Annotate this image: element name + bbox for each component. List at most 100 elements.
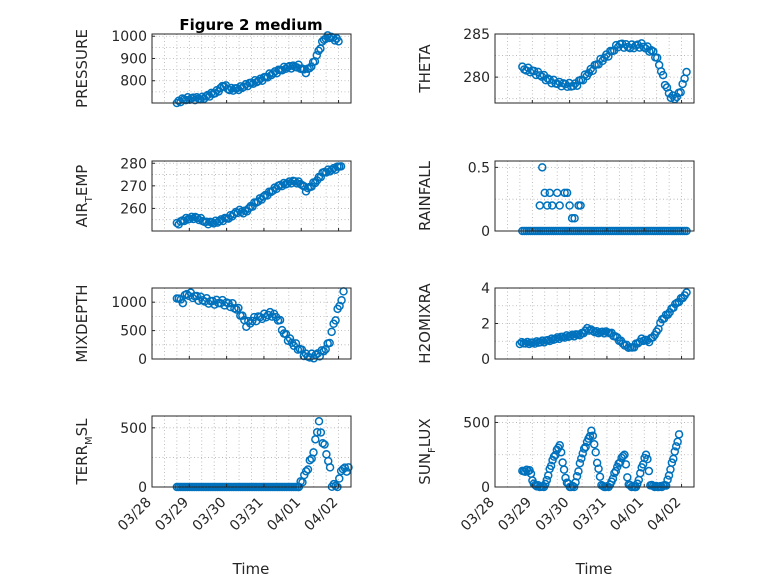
theta-point <box>611 40 621 50</box>
sun-flux-point <box>611 466 621 476</box>
terr-msl-xtick-label: 04/01 <box>264 495 304 535</box>
mixdepth-point <box>331 316 340 325</box>
h2omixra-point <box>515 339 525 349</box>
sun-flux-point <box>546 461 556 471</box>
sun-flux-point <box>643 454 652 464</box>
h2omixra-point <box>637 334 646 343</box>
h2omixra-point <box>523 337 532 347</box>
sun-flux-point <box>558 458 567 467</box>
terr-msl-point <box>303 465 313 474</box>
sun-flux-xtick-label: 04/01 <box>607 495 647 535</box>
theta-point <box>588 66 597 76</box>
sun-flux-point <box>618 451 628 461</box>
rainfall-point <box>560 188 569 198</box>
sun-flux-xtick-label: 04/02 <box>645 495 685 535</box>
rainfall-point <box>562 188 572 198</box>
h2omixra-ylabel: H2OMIXRA <box>416 283 434 364</box>
sun-flux-point <box>581 442 590 452</box>
rainfall-point <box>576 201 585 210</box>
h2omixra-point <box>536 337 545 347</box>
terr-msl-point <box>318 438 327 448</box>
sun-flux-point <box>636 468 645 478</box>
theta-point <box>666 93 676 103</box>
rainfall-point <box>567 214 577 223</box>
theta-point <box>635 43 644 52</box>
sun-flux-point <box>620 450 629 460</box>
sun-flux-point <box>641 450 651 460</box>
mixdepth-point <box>337 295 346 305</box>
sun-flux-ytick-label: 0 <box>481 480 490 496</box>
rainfall-ytick-label: 0 <box>481 224 490 240</box>
air-temp-point <box>187 212 196 222</box>
terr-msl-point <box>335 474 344 483</box>
mixdepth-point <box>327 327 336 337</box>
rainfall-ytick-label: 0.5 <box>468 160 490 176</box>
terr-msl-point <box>301 467 311 476</box>
left-xlabel: Time <box>232 560 270 578</box>
sun-flux-xtick-label: 03/29 <box>495 495 535 535</box>
rainfall-point <box>542 201 552 210</box>
terr-msl-point <box>325 463 335 472</box>
pressure-ytick-label: 900 <box>120 51 147 67</box>
mixdepth-point <box>250 312 259 322</box>
rainfall-point <box>545 188 554 198</box>
sun-flux-point <box>579 444 589 453</box>
terr-msl-point <box>320 440 329 449</box>
sun-flux-point <box>542 475 552 485</box>
air-temp-point <box>229 209 239 219</box>
air-temp-axes <box>151 160 352 232</box>
rainfall-point <box>535 201 545 210</box>
h2omixra-point <box>682 288 691 297</box>
mixdepth-ytick-label: 500 <box>120 324 147 340</box>
rainfall-axes <box>494 160 695 232</box>
mixdepth-point <box>232 305 241 314</box>
mixdepth-ytick-label: 0 <box>138 352 147 368</box>
sun-flux-point <box>588 431 598 441</box>
pressure-ylabel: PRESSURE <box>73 29 91 108</box>
h2omixra-ytick-label: 2 <box>481 317 490 333</box>
right-xlabel: Time <box>575 560 613 578</box>
terr-msl-xtick-label: 03/28 <box>115 495 155 535</box>
sun-flux-point <box>671 442 681 451</box>
terr-msl-point <box>311 435 320 444</box>
sun-flux-point <box>594 464 603 473</box>
mixdepth-point <box>261 312 271 322</box>
h2omixra-point <box>598 327 607 336</box>
sun-flux-point <box>667 458 677 467</box>
mixdepth-point <box>228 298 237 308</box>
sun-flux-point <box>587 426 596 436</box>
theta-ytick-label: 280 <box>463 70 490 86</box>
air-temp-point <box>336 162 346 171</box>
terr-msl-point <box>342 467 351 476</box>
sun-flux-point <box>556 447 566 457</box>
figure-title: Figure 2 medium <box>179 16 322 34</box>
mixdepth-point <box>210 300 219 309</box>
pressure-axes <box>151 33 352 104</box>
sun-flux-point <box>670 447 680 456</box>
h2omixra-point <box>560 333 570 342</box>
sun-flux-point <box>559 465 569 474</box>
theta-point <box>572 81 582 90</box>
sun-flux-point <box>592 458 602 468</box>
pressure-point <box>312 51 322 60</box>
sun-flux-axes <box>494 415 695 488</box>
theta-ylabel: THETA <box>416 44 434 94</box>
h2omixra-point <box>618 339 628 348</box>
sun-flux-point <box>663 475 672 484</box>
air-temp-ytick-label: 270 <box>120 179 147 195</box>
air-temp-point <box>285 177 294 186</box>
mixdepth-point <box>257 314 267 324</box>
terr-msl-point <box>344 463 353 472</box>
terr-msl-ytick-label: 0 <box>138 480 147 496</box>
air-temp-ylabel: AIRTEMP <box>73 165 95 228</box>
air-temp-ytick-label: 280 <box>120 156 147 172</box>
pressure-point <box>330 36 340 45</box>
mixdepth-point <box>311 350 321 359</box>
mixdepth-axes <box>151 287 352 360</box>
sun-flux-xtick-label: 03/28 <box>458 495 498 535</box>
sun-flux-point <box>621 460 631 469</box>
sun-flux-xtick-label: 03/30 <box>533 495 573 535</box>
terr-msl-xtick-label: 03/29 <box>152 495 192 535</box>
mixdepth-point <box>244 316 253 326</box>
